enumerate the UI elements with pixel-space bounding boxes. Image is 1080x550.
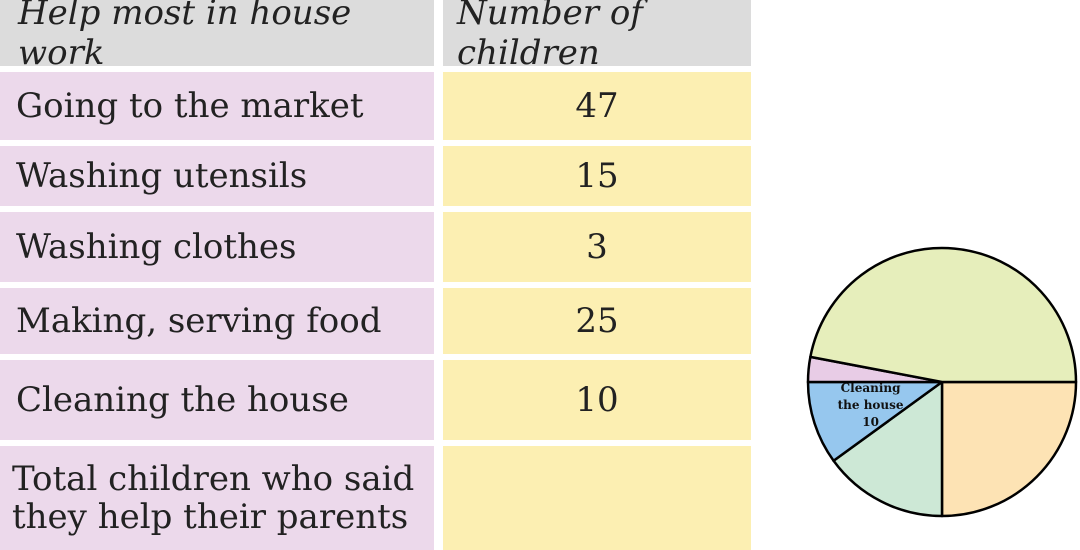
housework-table: Help most in house work Number of childr… xyxy=(0,0,751,550)
pie-slice-making-serving-food xyxy=(940,380,1078,518)
row-label-cleaning: Cleaning the house xyxy=(0,360,434,440)
pie-slice-washing-utensils xyxy=(832,380,944,518)
row-label-utensils: Washing utensils xyxy=(0,146,434,206)
pie-chart: Cleaning the house 10 xyxy=(806,246,1078,518)
row-value-clothes: 3 xyxy=(443,212,751,282)
row-value-market: 47 xyxy=(443,72,751,140)
pie-slice-label-cleaning-the-house: Cleaning the house 10 xyxy=(838,381,904,429)
pie-slice-cleaning-the-house xyxy=(806,380,944,463)
pie-slice-going-to-the-market xyxy=(809,246,1078,384)
header-activity: Help most in house work xyxy=(0,0,434,73)
row-value-food: 25 xyxy=(443,288,751,354)
row-label-clothes: Washing clothes xyxy=(0,212,434,282)
header-count: Number of children xyxy=(443,0,751,73)
row-label-market: Going to the market xyxy=(0,72,434,140)
row-value-cleaning: 10 xyxy=(443,360,751,440)
total-label: Total children who said they help their … xyxy=(0,446,434,550)
total-value xyxy=(443,446,751,550)
row-label-food: Making, serving food xyxy=(0,288,434,354)
row-value-utensils: 15 xyxy=(443,146,751,206)
